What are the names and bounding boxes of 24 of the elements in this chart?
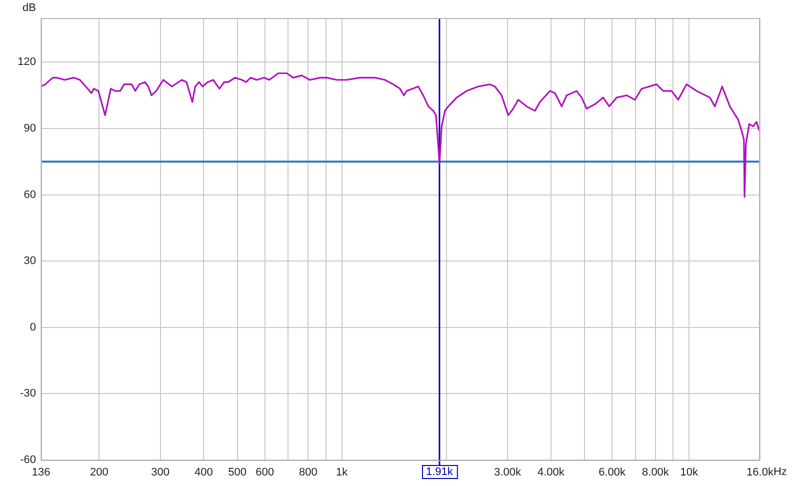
x-tick-label: 3.00k (494, 466, 522, 479)
y-tick-label: 30 (24, 255, 36, 268)
y-tick-label: -30 (20, 388, 36, 400)
y-tick-label: 0 (30, 321, 36, 334)
x-tick-label: 4.00k (537, 466, 565, 479)
x-tick-label: 500 (228, 466, 247, 479)
x-tick-label: 400 (194, 466, 213, 479)
y-axis-title: dB (22, 2, 36, 14)
x-tick-label: 10k (680, 466, 698, 479)
y-tick-label: -60 (20, 454, 36, 466)
x-tick-label: 800 (299, 466, 318, 479)
ref-line-label: 1.91k (426, 466, 454, 478)
x-tick-label: 136 (32, 466, 50, 479)
y-tick-label: 120 (18, 56, 36, 68)
x-tick-label: 16.0k (746, 466, 774, 479)
y-tick-label: 60 (24, 188, 36, 201)
y-tick-label: 90 (24, 122, 36, 135)
x-tick-label: 300 (151, 466, 170, 479)
x-tick-label: 600 (256, 466, 274, 479)
x-axis-title: Hz (773, 466, 787, 478)
x-tick-label: 200 (90, 466, 108, 479)
x-tick-label: 1k (336, 466, 348, 479)
x-tick-label: 8.00k (642, 466, 670, 479)
x-tick-label: 6.00k (598, 466, 626, 479)
